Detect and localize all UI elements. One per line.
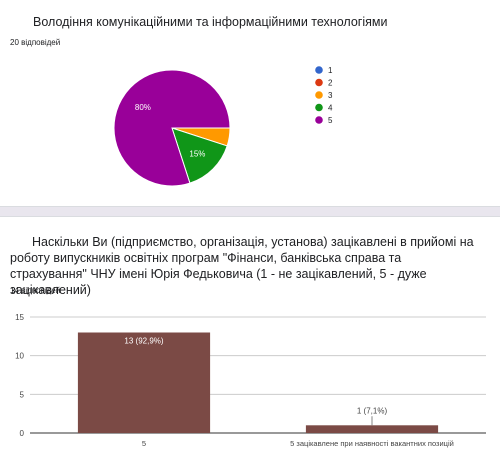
question-card-2: Наскільки Ви (підприємство, організація,… — [0, 216, 500, 466]
legend-marker — [315, 78, 323, 87]
pie-slice-label: 80% — [135, 103, 151, 112]
legend-label: 2 — [328, 79, 333, 88]
question-card-1: Володіння комунікаційними та інформаційн… — [0, 0, 500, 207]
response-count: 14 відповідей — [10, 286, 61, 295]
legend-label: 5 — [328, 116, 333, 125]
legend-marker — [315, 91, 323, 99]
question-title: Наскільки Ви (підприємство, організація,… — [10, 235, 474, 297]
y-tick-label: 15 — [15, 313, 24, 322]
bar-1 — [77, 332, 211, 433]
bar-2 — [305, 425, 439, 433]
y-tick-label: 10 — [15, 352, 24, 361]
legend-label: 3 — [328, 91, 333, 100]
legend-marker — [315, 66, 323, 74]
x-tick-label: 5 — [142, 439, 146, 448]
pie-slice-label: 15% — [189, 149, 205, 158]
x-tick-label: 5 зацікавлене при наявності вакантних по… — [290, 439, 454, 448]
response-count: 20 відповідей — [10, 38, 61, 47]
legend-label: 1 — [328, 66, 333, 75]
legend-marker — [315, 103, 323, 112]
y-tick-label: 0 — [20, 429, 25, 438]
bar-data-label: 1 (7,1%) — [357, 406, 388, 415]
y-tick-label: 5 — [20, 390, 25, 399]
bar-chart: 0 5 10 15 13 (92,9%) 5 1 (7,1%) 5 зацікавлене п… — [15, 313, 486, 448]
legend-label: 4 — [328, 104, 333, 113]
pie-chart: 15% 80% 1 2 3 4 5 — [113, 66, 333, 187]
legend-marker — [315, 116, 323, 124]
bar-data-label: 13 (92,9%) — [124, 337, 163, 346]
pie-slice-5 — [113, 69, 231, 187]
question-title: Володіння комунікаційними та інформаційн… — [33, 15, 388, 29]
